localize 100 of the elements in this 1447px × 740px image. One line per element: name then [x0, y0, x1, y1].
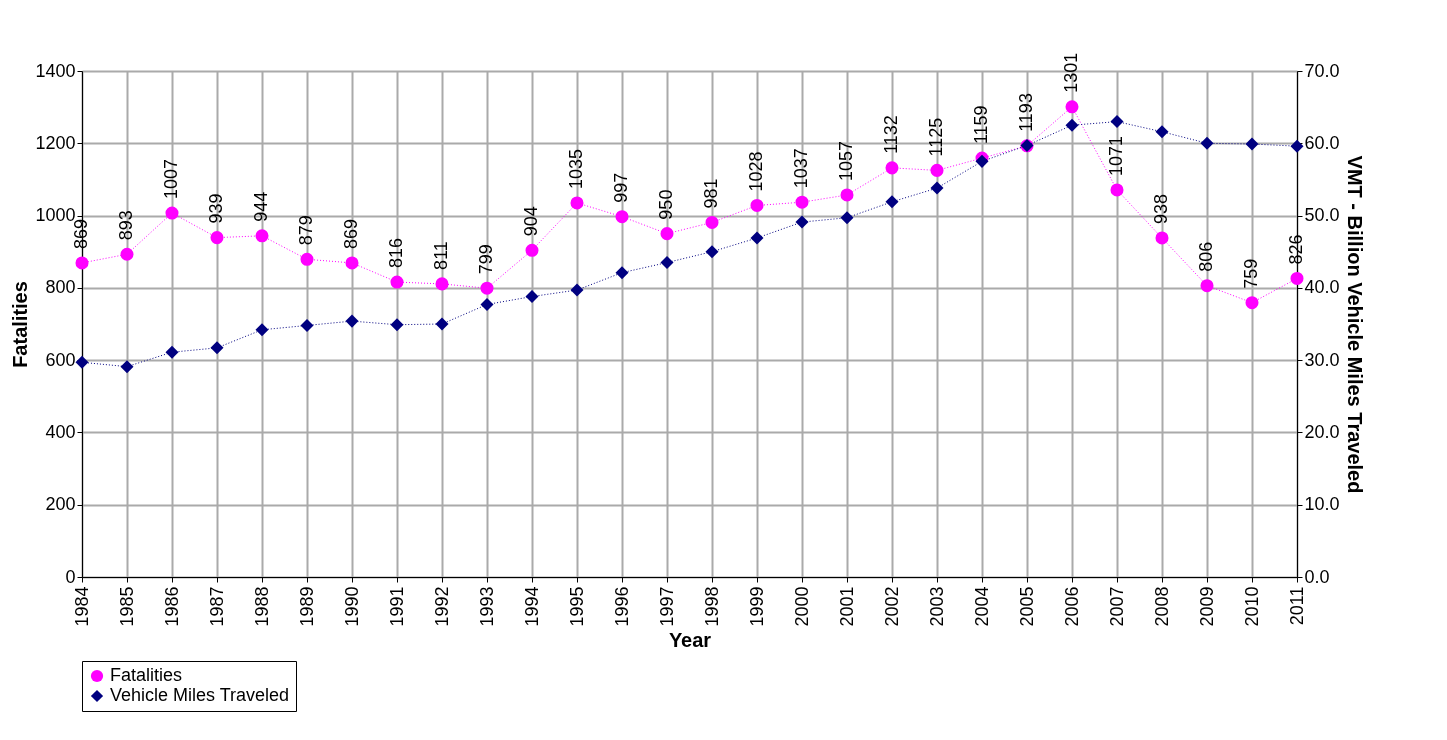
y-tick-label: 1400: [35, 60, 76, 81]
point: [390, 318, 404, 332]
x-tick-label: 1987: [206, 586, 227, 627]
point: [615, 266, 629, 280]
x-tick-label: 1994: [521, 586, 542, 627]
x-tick-label: 1988: [251, 586, 272, 627]
data-label: 869: [341, 218, 361, 249]
data-label: 997: [611, 172, 631, 203]
x-tick-label: 2010: [1241, 586, 1262, 627]
point: [300, 252, 314, 266]
point: [1065, 118, 1079, 132]
x-tick-label: 1993: [476, 586, 497, 627]
point: [1245, 296, 1259, 310]
data-label: 893: [116, 210, 136, 241]
point: [480, 297, 494, 311]
x-tick-label: 1985: [116, 586, 137, 627]
x-tick-label: 1991: [386, 586, 407, 627]
point: [300, 318, 314, 332]
data-label: 1028: [746, 151, 766, 192]
point: [660, 227, 674, 241]
data-label: 939: [206, 193, 226, 224]
data-label: 811: [431, 241, 451, 270]
x-tick-label: 1992: [431, 586, 452, 627]
data-label: 1159: [971, 105, 991, 145]
data-label: 1007: [161, 158, 181, 200]
data-label: 938: [1151, 193, 1171, 224]
x-tick-label: 2007: [1106, 586, 1127, 627]
point: [750, 198, 764, 212]
x-tick-label: 1998: [701, 586, 722, 627]
y-tick-label: 600: [45, 349, 76, 370]
y2-tick-label: 60.0: [1304, 132, 1340, 153]
point: [1155, 231, 1169, 245]
x-tick-label: 1996: [611, 586, 632, 627]
y2-tick-label: 0.0: [1304, 566, 1330, 587]
data-label: 1301: [1061, 52, 1081, 93]
point: [345, 256, 359, 270]
point: [885, 161, 899, 175]
point: [840, 211, 854, 225]
y-tick-label: 200: [45, 494, 76, 515]
x-tick-label: 1984: [71, 586, 92, 627]
y2-tick-label: 50.0: [1304, 205, 1340, 226]
x-tick-label: 2011: [1286, 586, 1307, 626]
point: [1110, 115, 1124, 129]
point: [255, 323, 269, 337]
point: [660, 256, 674, 270]
x-tick-label: 2001: [836, 586, 857, 627]
point: [390, 275, 404, 289]
point: [840, 188, 854, 202]
x-tick-label: 2003: [926, 586, 947, 627]
x-tick-label: 2008: [1151, 586, 1172, 627]
x-tick-label: 1995: [566, 586, 587, 627]
point: [1290, 271, 1304, 285]
y-tick-label: 0: [65, 566, 76, 587]
point: [165, 206, 179, 220]
x-tick-label: 1999: [746, 586, 767, 627]
data-label: 981: [701, 178, 721, 209]
y-axis-title: Fatalities: [9, 281, 32, 368]
x-tick-label: 2006: [1061, 586, 1082, 627]
data-label: 879: [296, 215, 316, 246]
point: [1110, 183, 1124, 197]
x-tick-label: 1986: [161, 586, 182, 627]
data-label: 816: [386, 238, 406, 269]
point: [1290, 139, 1304, 153]
x-tick-label: 1997: [656, 586, 677, 627]
point: [525, 243, 539, 257]
point: [885, 195, 899, 209]
point: [1245, 137, 1259, 151]
data-label: 1193: [1016, 93, 1036, 132]
data-label: 944: [251, 191, 271, 222]
x-tick-label: 1990: [341, 586, 362, 627]
y2-tick-label: 30.0: [1304, 349, 1340, 370]
y2-tick-label: 70.0: [1304, 60, 1340, 81]
data-label: 1071: [1106, 135, 1126, 176]
data-label: 1035: [566, 148, 586, 189]
x-tick-label: 2009: [1196, 586, 1217, 627]
data-label: 1057: [836, 140, 856, 181]
point: [795, 195, 809, 209]
point: [120, 247, 134, 261]
y-tick-label: 1200: [35, 132, 76, 153]
point: [210, 341, 224, 355]
point: [345, 314, 359, 328]
point: [1200, 136, 1214, 150]
data-label: 1132: [881, 115, 901, 154]
point: [570, 283, 584, 297]
point: [210, 231, 224, 245]
y2-axis-title: VMT - Billion Vehicle Miles Traveled: [1343, 155, 1366, 494]
x-tick-label: 2004: [971, 586, 992, 627]
point: [615, 210, 629, 224]
y-tick-label: 800: [45, 277, 76, 298]
point: [480, 281, 494, 295]
point: [930, 181, 944, 195]
point: [435, 317, 449, 331]
point: [1065, 100, 1079, 114]
point: [795, 215, 809, 229]
point: [75, 355, 89, 369]
x-axis-title: Year: [668, 628, 712, 651]
data-label: 904: [521, 206, 541, 237]
data-label: 950: [656, 189, 676, 220]
point: [75, 256, 89, 270]
x-tick-label: 2000: [791, 586, 812, 627]
